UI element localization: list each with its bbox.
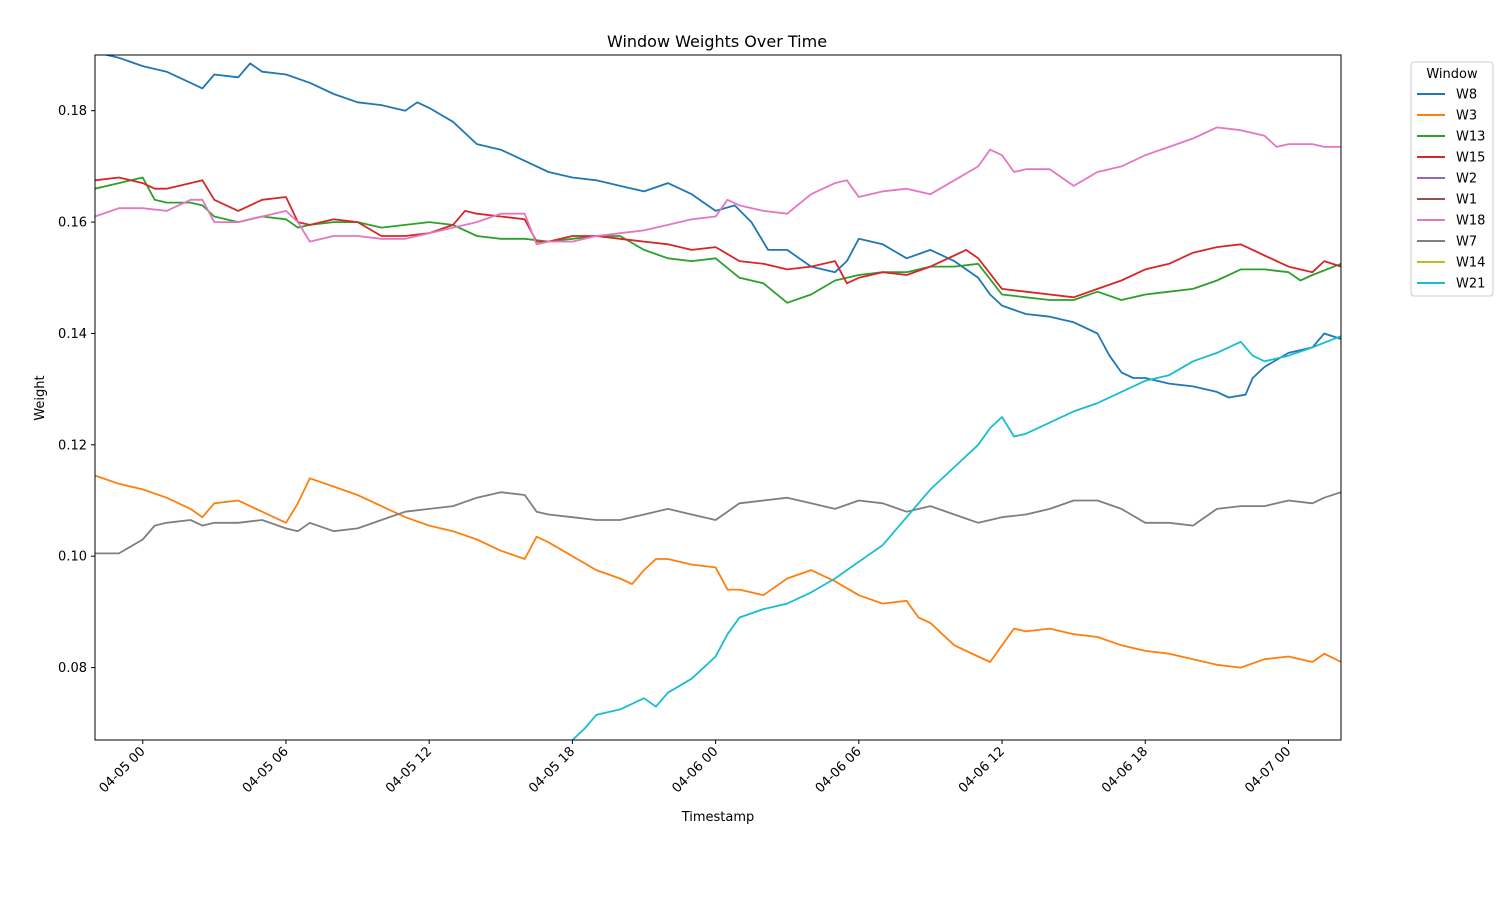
legend-label-w2: W2 <box>1456 172 1477 187</box>
x-tick-label: 04-06 18 <box>1099 744 1151 796</box>
series-line-w3 <box>95 474 1341 669</box>
series-layer <box>95 55 1341 740</box>
legend-label-w7: W7 <box>1456 235 1477 250</box>
legend-title: Window <box>1426 67 1478 82</box>
x-tick-label: 04-06 00 <box>670 744 722 796</box>
legend-label-w3: W3 <box>1456 109 1477 124</box>
series-line-w7 <box>95 491 1341 555</box>
series-line-w8 <box>103 55 1341 399</box>
legend-label-w21: W21 <box>1456 277 1485 292</box>
x-tick-label: 04-05 18 <box>526 744 578 796</box>
x-tick-label: 04-06 12 <box>956 744 1008 796</box>
x-tick-label: 04-07 00 <box>1242 744 1294 796</box>
x-axis-label: Timestamp <box>681 810 755 825</box>
legend-label-w15: W15 <box>1456 151 1485 166</box>
legend-frame <box>1410 61 1494 297</box>
series-line-w13 <box>95 176 1341 304</box>
legend-label-w14: W14 <box>1456 256 1485 271</box>
x-tick-label: 04-05 12 <box>383 744 435 796</box>
y-tick-label: 0.08 <box>58 661 87 676</box>
series-line-w15 <box>95 176 1341 299</box>
x-tick-label: 04-06 06 <box>813 744 865 796</box>
y-tick-label: 0.14 <box>58 327 87 342</box>
chart-title: Window Weights Over Time <box>607 32 827 51</box>
legend-label-w13: W13 <box>1456 130 1485 145</box>
legend-label-w1: W1 <box>1456 193 1477 208</box>
y-tick-label: 0.18 <box>58 104 87 119</box>
legend: Window W8 W3 W13 W15 W2 W1 W18 W7 W14 W21 <box>1410 61 1494 297</box>
y-tick-label: 0.16 <box>58 216 87 231</box>
y-tick-label: 0.12 <box>58 438 87 453</box>
x-tick-label: 04-05 06 <box>240 744 292 796</box>
y-tick-label: 0.10 <box>58 550 87 565</box>
legend-label-w18: W18 <box>1456 214 1485 229</box>
legend-label-w8: W8 <box>1456 88 1477 103</box>
plot-frame <box>94 54 1342 741</box>
series-line-w21 <box>571 335 1341 740</box>
x-tick-label: 04-05 00 <box>97 744 149 796</box>
y-axis-label: Weight <box>33 375 48 420</box>
series-line-w18 <box>95 126 1341 246</box>
